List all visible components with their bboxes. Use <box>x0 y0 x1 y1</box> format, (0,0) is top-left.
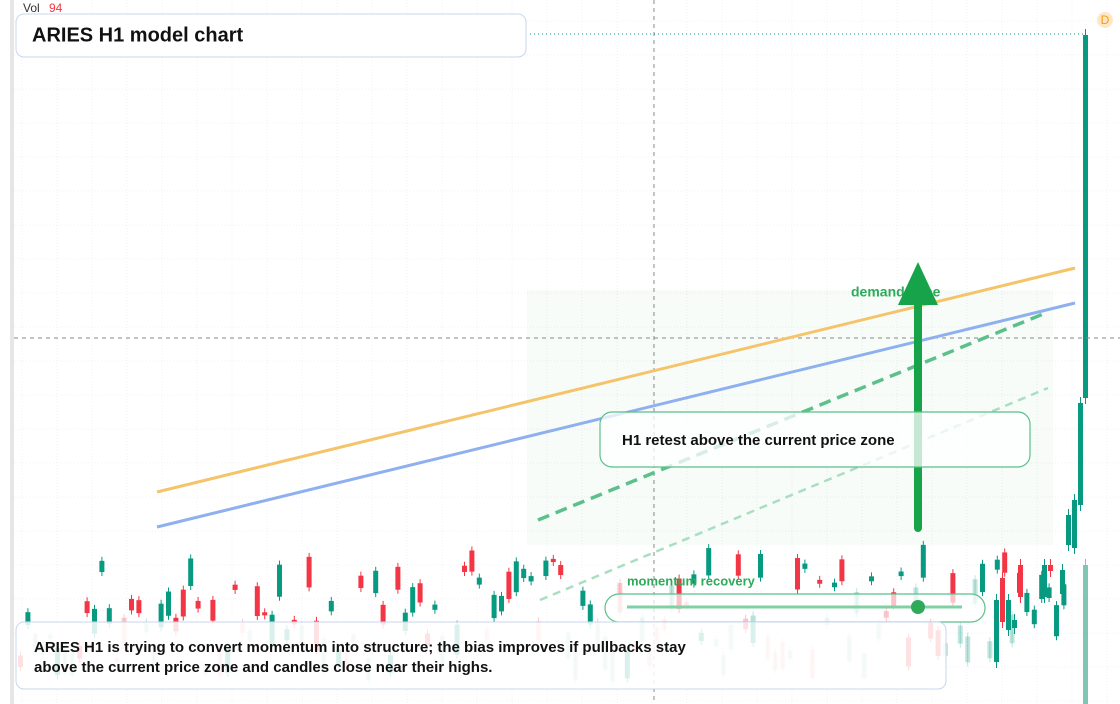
candle-body <box>543 560 549 576</box>
candle-body <box>735 554 741 576</box>
candle-body <box>1072 500 1077 548</box>
candle-body <box>373 570 379 594</box>
candle-body <box>25 612 31 626</box>
candle-body <box>491 594 497 619</box>
candle-body <box>994 600 999 662</box>
candle-body <box>188 558 194 587</box>
candle-body <box>1031 609 1037 625</box>
candle-body <box>232 584 238 590</box>
candle-body <box>972 579 978 604</box>
candle-body <box>513 561 519 593</box>
title-box <box>15 13 527 58</box>
candle-body <box>1066 515 1071 545</box>
candle-body <box>1061 584 1067 606</box>
candle-body <box>795 558 800 590</box>
candle-body <box>136 600 142 614</box>
interval-badge-bg <box>1097 12 1113 28</box>
candle-body <box>469 550 475 572</box>
retest-callout-text: H1 retest above the current price zone <box>622 432 895 449</box>
candle-body <box>84 601 90 614</box>
candle-body <box>195 600 201 609</box>
momentum-dot <box>911 600 925 614</box>
candle-body <box>1046 587 1052 599</box>
candle-body <box>277 564 282 597</box>
candle-body <box>965 636 971 663</box>
candle-body <box>506 571 512 599</box>
candle-body <box>580 590 586 606</box>
candle-body <box>1002 552 1008 573</box>
candle-body <box>254 586 260 617</box>
candle-body <box>869 576 874 582</box>
candle-body <box>1018 565 1023 597</box>
candle-body <box>380 604 386 625</box>
candle-body <box>758 553 763 578</box>
green-dashed-line-faint <box>539 386 1049 602</box>
retest-callout <box>599 411 1031 468</box>
summary-box <box>15 621 947 690</box>
candle-body <box>262 612 268 616</box>
candle-body <box>832 582 837 588</box>
candle-body <box>1024 592 1030 613</box>
candle-body <box>1060 570 1065 594</box>
title: ARIES H1 model chart <box>32 24 244 46</box>
candle-body <box>528 576 534 582</box>
candle-body <box>1006 600 1011 630</box>
candle-body <box>358 575 364 589</box>
candle-body <box>1054 605 1059 637</box>
summary-line: ARIES H1 is trying to convert momentum i… <box>34 639 686 656</box>
candle-body <box>706 548 712 576</box>
grid <box>14 0 1120 704</box>
candle-body <box>1009 614 1015 644</box>
candle-body <box>987 641 993 659</box>
candle-body <box>920 544 926 578</box>
candle-body <box>462 565 467 572</box>
candle-body <box>802 563 808 569</box>
candle-body <box>550 558 556 563</box>
candle-body <box>1039 574 1045 599</box>
volume-label: Vol <box>23 1 40 15</box>
candle-body <box>410 587 416 613</box>
candle-body <box>817 579 823 584</box>
candle-body <box>839 559 845 582</box>
candle-body <box>1048 565 1053 571</box>
candle-body <box>1083 35 1088 398</box>
candle-body <box>306 556 312 588</box>
candle-body <box>106 608 112 624</box>
volume-value: 94 <box>49 1 63 15</box>
candle-body <box>166 591 171 616</box>
candle-body <box>432 604 438 610</box>
candle-body <box>898 571 904 577</box>
left-strip <box>10 0 14 704</box>
summary-line: above the current price zone and candles… <box>34 659 492 676</box>
candle-body <box>417 583 423 603</box>
candle-body <box>129 598 134 611</box>
candle-body <box>499 595 504 612</box>
momentum-label: momentum recovery <box>627 573 756 588</box>
interval-badge: D <box>1101 13 1110 27</box>
candle-body <box>521 568 527 579</box>
candle-body <box>210 599 216 621</box>
candle-body <box>158 603 164 628</box>
arrow-head <box>898 262 938 305</box>
candle-body <box>558 565 564 576</box>
candle-body <box>92 608 97 634</box>
candle-body <box>476 577 482 585</box>
candle-body <box>328 600 334 612</box>
candle-body <box>1042 565 1047 597</box>
candle-body <box>1000 578 1005 622</box>
candle-body <box>99 560 105 573</box>
candle-body <box>587 604 593 625</box>
candle-body <box>994 559 1000 570</box>
candle-body <box>980 563 985 593</box>
candle-body <box>957 625 963 644</box>
candle-body <box>1078 403 1083 505</box>
candle-body <box>1012 620 1017 628</box>
candle-body <box>691 574 697 584</box>
candle-body <box>395 566 401 590</box>
candle-body <box>950 573 956 603</box>
candle-body <box>180 589 186 617</box>
candle-body <box>1083 565 1088 704</box>
